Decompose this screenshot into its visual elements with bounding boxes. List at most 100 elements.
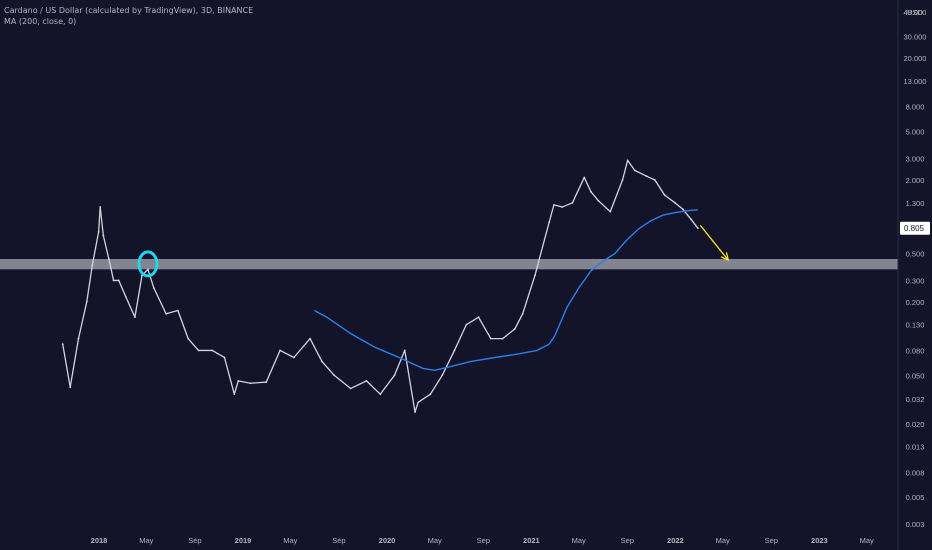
y-tick-label: 0.300 xyxy=(906,276,925,285)
price-segment xyxy=(561,202,574,208)
y-tick-label: 0.130 xyxy=(906,321,925,330)
price-point xyxy=(561,206,564,208)
price-point xyxy=(597,199,600,202)
chart-legend: Cardano / US Dollar (calculated by Tradi… xyxy=(4,5,253,27)
price-point xyxy=(690,218,693,221)
price-point xyxy=(552,203,555,206)
trend-arrow[interactable] xyxy=(699,224,729,261)
price-segment xyxy=(465,316,480,326)
price-point xyxy=(147,268,149,271)
x-tick-label: May xyxy=(860,536,874,545)
price-segment xyxy=(414,401,419,413)
ma-200-line xyxy=(314,209,698,372)
trend-arrow-head xyxy=(720,252,730,262)
indicator-title[interactable]: MA (200, close, 0) xyxy=(4,17,77,26)
price-segment xyxy=(583,176,592,193)
price-point xyxy=(521,312,524,315)
x-tick-label: Sep xyxy=(188,536,201,545)
price-point xyxy=(681,208,684,211)
price-point xyxy=(696,227,699,230)
currency-label: USD xyxy=(907,8,923,17)
y-tick-label: 0.005 xyxy=(906,493,925,502)
price-point xyxy=(61,343,64,346)
price-point xyxy=(197,349,200,352)
price-segment xyxy=(118,279,127,298)
y-tick-label: 13.000 xyxy=(904,77,927,86)
y-tick-label: 8.000 xyxy=(906,103,925,112)
price-point xyxy=(513,328,516,330)
highlight-circle[interactable] xyxy=(137,250,159,278)
y-tick-label: 0.003 xyxy=(906,520,925,529)
price-segment xyxy=(404,349,416,413)
x-tick-label: 2022 xyxy=(667,536,684,545)
y-tick-label: 0.013 xyxy=(906,443,925,452)
price-point xyxy=(249,382,252,385)
y-tick-label: 0.008 xyxy=(906,468,925,477)
price-segment xyxy=(86,264,93,303)
price-point xyxy=(365,379,368,382)
current-price-tag xyxy=(900,221,930,235)
x-tick-label: 2019 xyxy=(235,536,252,545)
price-point xyxy=(583,176,586,179)
y-tick-label: 30.000 xyxy=(904,33,927,42)
price-segment xyxy=(627,159,636,172)
price-point xyxy=(414,411,416,413)
price-segment xyxy=(664,194,676,204)
support-zone[interactable] xyxy=(0,258,898,270)
price-point xyxy=(379,393,382,396)
price-point xyxy=(349,387,352,390)
price-point xyxy=(417,401,420,404)
price-point xyxy=(237,379,240,382)
price-segment xyxy=(393,349,406,376)
price-point xyxy=(187,337,190,340)
y-tick-label: 0.050 xyxy=(906,371,925,380)
price-segment xyxy=(99,206,104,237)
x-tick-label: May xyxy=(716,536,730,545)
price-segment xyxy=(690,218,699,229)
price-segment xyxy=(91,231,100,266)
x-tick-label: Sep xyxy=(621,536,634,545)
y-tick-label: 2.000 xyxy=(906,176,925,185)
price-segment xyxy=(429,374,443,395)
price-segment xyxy=(365,380,381,395)
price-segment xyxy=(674,202,684,210)
price-segment xyxy=(522,274,536,315)
price-segment xyxy=(153,287,167,315)
price-segment xyxy=(609,179,624,213)
price-segment xyxy=(634,169,648,177)
price-segment xyxy=(211,349,226,359)
price-point xyxy=(501,337,504,340)
price-point xyxy=(590,190,592,193)
x-tick-label: May xyxy=(572,536,586,545)
price-point xyxy=(69,386,72,389)
price-point xyxy=(97,231,100,233)
price-segment xyxy=(453,324,467,352)
y-tick-label: 20.000 xyxy=(904,54,927,63)
price-point xyxy=(112,279,115,282)
price-segment xyxy=(590,191,600,202)
price-segment xyxy=(177,309,189,340)
y-tick-label: 5.000 xyxy=(906,128,925,137)
y-tick-label: 0.032 xyxy=(906,395,925,404)
price-point xyxy=(134,316,136,319)
price-segment xyxy=(654,179,666,196)
symbol-title[interactable]: Cardano / US Dollar (calculated by Tradi… xyxy=(4,6,254,15)
y-tick-label: 0.080 xyxy=(906,346,925,355)
price-segment xyxy=(223,356,235,395)
price-segment xyxy=(501,328,516,340)
price-segment xyxy=(147,268,155,289)
price-segment xyxy=(102,234,110,260)
x-tick-label: 2018 xyxy=(91,536,108,545)
price-segment xyxy=(621,159,629,181)
y-tick-label: 1.300 xyxy=(906,199,925,208)
x-tick-label: 2023 xyxy=(811,536,828,545)
price-segment xyxy=(514,313,524,330)
price-point xyxy=(165,312,167,315)
price-segment xyxy=(77,301,88,340)
price-point xyxy=(321,360,323,363)
price-segment xyxy=(534,221,550,277)
price-point xyxy=(621,179,624,181)
x-tick-label: May xyxy=(428,536,442,545)
price-point xyxy=(124,295,127,298)
